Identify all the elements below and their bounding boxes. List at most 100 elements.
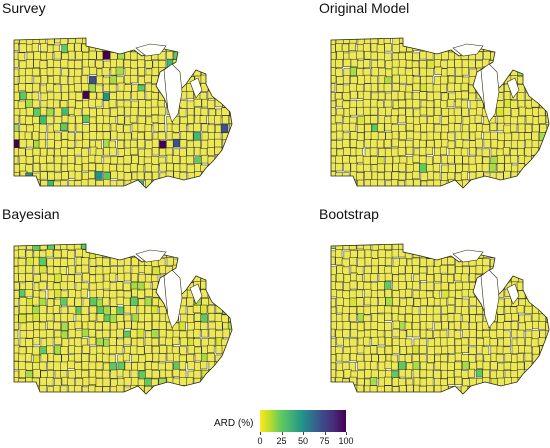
county-cell [215,282,223,291]
county-cell [103,147,111,156]
county-cell [474,244,482,251]
county-cell [213,67,222,77]
county-cell [425,321,434,330]
county-cell [61,107,69,116]
county-cell [398,59,407,68]
county-cell [88,244,96,251]
county-cell [221,115,230,125]
map-bayesian [13,243,233,403]
county-cell [447,296,456,306]
county-cell [14,249,19,259]
county-cell [221,395,228,403]
county-cell [151,361,159,370]
county-cell [116,250,125,260]
county-cell [221,107,230,116]
county-cell [391,370,399,379]
lake-shape [163,269,183,329]
county-cell [434,106,442,116]
county-cell [391,313,400,322]
county-cell [426,107,434,117]
county-cell [525,180,534,188]
county-cell [405,146,414,155]
county-cell [483,385,491,394]
county-cell [207,163,216,173]
county-cell [385,60,393,70]
county-cells [14,244,232,403]
county-cell [89,75,97,85]
county-cell [405,164,414,173]
county-cell [384,288,392,298]
county-cell [385,297,394,306]
county-cell [40,180,48,188]
county-cell [89,108,97,118]
county-cell [371,244,380,251]
lake-shape [452,43,484,57]
county-cell [159,393,167,394]
county-cell [495,353,504,363]
county-cell [228,180,232,188]
county-cell [60,346,69,355]
county-cell [81,244,89,250]
county-cell [74,329,83,338]
county-cell [503,107,511,116]
county-cell [432,115,441,124]
county-cell [95,370,104,379]
county-cell [89,353,97,363]
county-cell [377,123,385,133]
legend-colorbar [260,410,346,432]
county-cell [509,258,518,268]
county-cell [151,370,160,379]
county-cell [517,123,526,133]
county-cell [24,353,33,362]
county-cell [525,124,533,133]
county-cell [546,100,549,110]
county-cell [109,272,117,282]
county-cell [447,186,455,188]
county-cell [213,378,222,387]
county-cell [483,139,491,148]
county-cell [460,147,469,157]
lake-shape [135,249,167,263]
county-cell [14,273,19,283]
county-cell [447,82,456,92]
county-cell [152,266,161,275]
county-cell [88,361,97,370]
county-cell [214,138,223,148]
county-cell [129,305,138,315]
county-cell [447,155,455,164]
county-cell [419,155,427,165]
county-cell [378,257,386,266]
county-cell [426,140,435,149]
county-cell [336,297,344,306]
county-cell [524,164,533,173]
county-cell [363,163,372,173]
county-cell [405,313,413,323]
county-cell [377,336,386,346]
county-cell [398,186,406,188]
county-cell [158,106,166,116]
county-cell [482,377,491,386]
county-cell [489,249,498,258]
county-cell [214,297,223,307]
county-cell [433,179,441,188]
county-cell [439,264,448,274]
county-cell [336,336,344,346]
county-cell [214,369,223,379]
county-cell [82,139,90,148]
county-cell [404,369,413,379]
county-cell [364,74,372,84]
county-cell [60,258,68,267]
county-cell [67,155,76,165]
county-cell [19,297,28,307]
county-cell [350,90,358,100]
county-cell [391,249,400,258]
county-cell [497,377,505,387]
county-cell [137,67,145,76]
county-cell [110,392,118,394]
county-cell [419,147,427,156]
county-cell [392,281,400,291]
county-cell [96,75,104,84]
county-cell [179,139,187,148]
county-cell [398,249,406,258]
county-cell [81,148,89,158]
